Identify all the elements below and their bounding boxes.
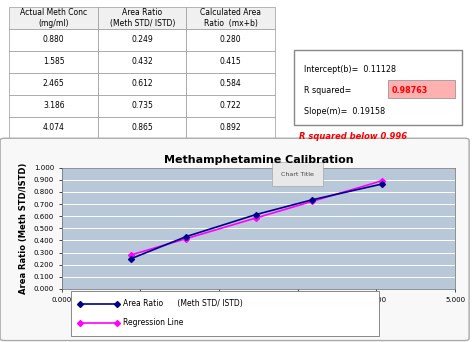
Y-axis label: Area Ratio (Meth STD/ISTD): Area Ratio (Meth STD/ISTD) [19,162,28,294]
FancyBboxPatch shape [388,80,456,98]
Text: R squared=: R squared= [304,86,354,95]
Text: Regression Line: Regression Line [123,318,184,327]
Text: Intercept(b)=  0.11128: Intercept(b)= 0.11128 [304,65,396,74]
X-axis label: Methamphetamine STD Conc (mg/ml): Methamphetamine STD Conc (mg/ml) [170,308,346,317]
FancyBboxPatch shape [294,50,462,125]
FancyBboxPatch shape [71,291,379,336]
Text: Slope(m)=  0.19158: Slope(m)= 0.19158 [304,107,385,116]
FancyBboxPatch shape [0,138,469,341]
Text: 0.98763: 0.98763 [392,86,428,95]
Text: Area Ratio      (Meth STD/ ISTD): Area Ratio (Meth STD/ ISTD) [123,299,243,308]
Text: Chart Title: Chart Title [281,172,314,177]
Text: R squared below 0.996: R squared below 0.996 [299,132,407,141]
Title: Methamphetamine Calibration: Methamphetamine Calibration [164,155,353,166]
